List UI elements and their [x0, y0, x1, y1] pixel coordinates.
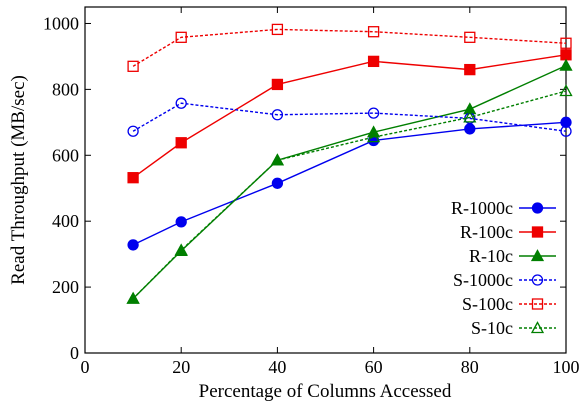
series-line	[132, 102, 567, 132]
data-point	[531, 274, 544, 286]
data-point	[271, 78, 284, 91]
series-line	[132, 28, 567, 67]
x-tick-label: 100	[553, 357, 580, 377]
data-point	[367, 107, 380, 119]
legend-label: S-10c	[471, 318, 513, 338]
data-point	[127, 60, 139, 72]
x-tick-label: 80	[461, 357, 479, 377]
x-tick-label: 0	[81, 357, 90, 377]
y-axis-label: Read Throughput (MB/sec)	[8, 75, 29, 285]
y-tick-label: 0	[70, 343, 79, 363]
data-point	[175, 216, 187, 228]
legend-label: R-1000c	[451, 198, 513, 218]
y-tick-label: 200	[52, 277, 79, 297]
data-point	[560, 49, 572, 61]
legend-entry: R-100c	[460, 222, 556, 242]
y-tick-label: 400	[52, 211, 79, 231]
data-point	[175, 137, 187, 149]
legend-label: S-100c	[462, 294, 513, 314]
data-point	[127, 239, 139, 251]
data-point	[126, 291, 140, 304]
legend-entry: R-10c	[469, 246, 556, 266]
data-point	[271, 177, 284, 189]
data-point	[174, 243, 188, 256]
data-point	[367, 26, 380, 38]
legend-entry: S-1000c	[453, 270, 556, 290]
data-point	[531, 298, 544, 310]
data-point	[367, 130, 381, 143]
series-r-1000c	[127, 116, 572, 251]
axes	[84, 6, 567, 354]
plot-frame	[84, 6, 567, 354]
data-point	[175, 97, 187, 109]
data-point	[127, 172, 139, 184]
data-point	[463, 110, 477, 123]
data-point	[270, 153, 284, 166]
y-tick-label: 600	[52, 145, 79, 165]
series-r-100c	[127, 49, 572, 184]
data-point	[271, 23, 284, 36]
series-s-100c	[127, 23, 572, 72]
data-point	[559, 84, 573, 97]
legend-label: R-100c	[460, 222, 513, 242]
data-point	[530, 249, 545, 262]
series-s-10c	[126, 84, 573, 304]
legend-entry: S-100c	[462, 294, 556, 314]
legend: R-1000c R-100c R-10c S-1000c S-100c S-10c	[451, 198, 556, 338]
x-tick-label: 60	[365, 357, 383, 377]
data-point	[127, 125, 139, 137]
data-point	[560, 116, 572, 128]
data-point	[464, 63, 476, 76]
data-point	[559, 58, 573, 71]
legend-label: S-1000c	[453, 270, 513, 290]
data-point	[560, 125, 572, 137]
data-point	[464, 123, 476, 135]
x-axis-label: Percentage of Columns Accessed	[199, 381, 452, 402]
data-point	[271, 109, 284, 121]
data-point	[530, 321, 545, 334]
data-point	[560, 37, 572, 49]
x-tick-label: 20	[172, 357, 190, 377]
data-point	[175, 31, 187, 43]
legend-label: R-10c	[469, 246, 513, 266]
series-line	[132, 121, 567, 246]
data-point	[367, 55, 380, 68]
series	[126, 23, 573, 304]
data-point	[531, 202, 544, 214]
series-s-1000c	[127, 97, 572, 137]
data-point	[531, 226, 544, 238]
legend-entry: R-1000c	[451, 198, 556, 218]
x-tick-label: 40	[268, 357, 286, 377]
series-line	[132, 90, 567, 300]
series-line	[132, 54, 567, 179]
y-tick-label: 800	[52, 79, 79, 99]
series-r-10c	[126, 58, 573, 304]
legend-entry: S-10c	[471, 318, 556, 338]
y-tick-label: 1000	[43, 13, 79, 33]
data-point	[464, 31, 476, 43]
